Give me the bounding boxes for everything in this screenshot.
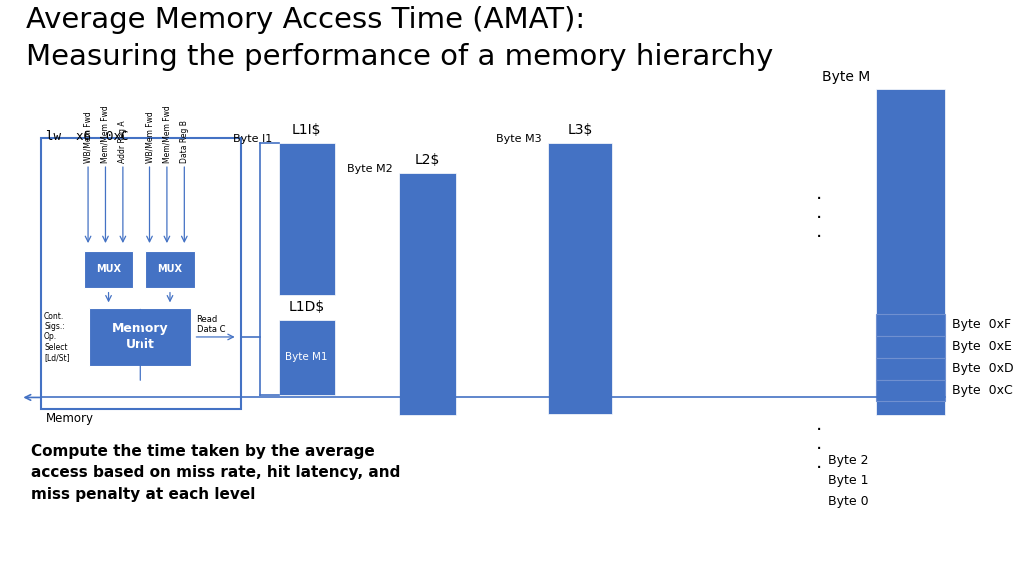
- Bar: [876, 314, 945, 336]
- Text: Byte 1: Byte 1: [827, 475, 868, 487]
- Bar: [876, 89, 945, 415]
- Bar: [399, 173, 456, 415]
- Text: L1I$: L1I$: [292, 123, 322, 137]
- Text: MUX: MUX: [96, 264, 121, 274]
- Bar: [84, 251, 133, 288]
- Text: Byte 2: Byte 2: [827, 454, 868, 467]
- Text: Byte M1: Byte M1: [286, 352, 328, 362]
- Text: Compute the time taken by the average
access based on miss rate, hit latency, an: Compute the time taken by the average ac…: [31, 444, 400, 502]
- Bar: [876, 380, 945, 401]
- Text: Memory: Memory: [46, 412, 94, 425]
- Text: Byte  0xD: Byte 0xD: [952, 362, 1014, 375]
- Text: Byte  0xC: Byte 0xC: [952, 384, 1013, 397]
- Text: L1D$: L1D$: [289, 300, 325, 314]
- Text: Byte 0: Byte 0: [827, 495, 868, 507]
- Text: Mem/Mem Fwd: Mem/Mem Fwd: [163, 105, 171, 163]
- Text: Byte M3: Byte M3: [496, 134, 542, 144]
- Text: Average Memory Access Time (AMAT):: Average Memory Access Time (AMAT):: [26, 6, 585, 34]
- Text: Cont.
Sigs.:
Op.
Select
[Ld/St]: Cont. Sigs.: Op. Select [Ld/St]: [44, 312, 70, 362]
- Text: Byte  0xE: Byte 0xE: [952, 340, 1012, 353]
- Text: Byte M: Byte M: [822, 70, 870, 84]
- Bar: [145, 251, 195, 288]
- Text: Byte M2: Byte M2: [347, 164, 393, 174]
- Bar: [876, 358, 945, 380]
- Text: MUX: MUX: [158, 264, 182, 274]
- Text: WB/Mem Fwd: WB/Mem Fwd: [145, 111, 154, 163]
- Text: Addr Reg A: Addr Reg A: [119, 120, 127, 163]
- Text: Mem/Mem Fwd: Mem/Mem Fwd: [101, 105, 110, 163]
- Bar: [279, 143, 335, 295]
- Bar: [548, 143, 612, 414]
- Text: WB/Mem Fwd: WB/Mem Fwd: [84, 111, 92, 163]
- Text: Read
Data C: Read Data C: [197, 314, 225, 334]
- Bar: [876, 336, 945, 358]
- Text: Data Reg B: Data Reg B: [180, 120, 188, 163]
- Text: L3$: L3$: [567, 123, 593, 137]
- Text: L2$: L2$: [415, 153, 440, 167]
- Text: Byte  0xF: Byte 0xF: [952, 319, 1012, 331]
- Text: ·
·
·: · · ·: [816, 421, 822, 478]
- Text: ·
·
·: · · ·: [816, 191, 822, 247]
- Text: Measuring the performance of a memory hierarchy: Measuring the performance of a memory hi…: [26, 43, 773, 71]
- Bar: [89, 308, 191, 366]
- Text: Memory
Unit: Memory Unit: [112, 323, 169, 351]
- Text: Byte I1: Byte I1: [233, 134, 272, 144]
- Text: lw  x6  0xC: lw x6 0xC: [46, 130, 129, 143]
- Bar: [41, 138, 241, 409]
- Bar: [279, 320, 335, 395]
